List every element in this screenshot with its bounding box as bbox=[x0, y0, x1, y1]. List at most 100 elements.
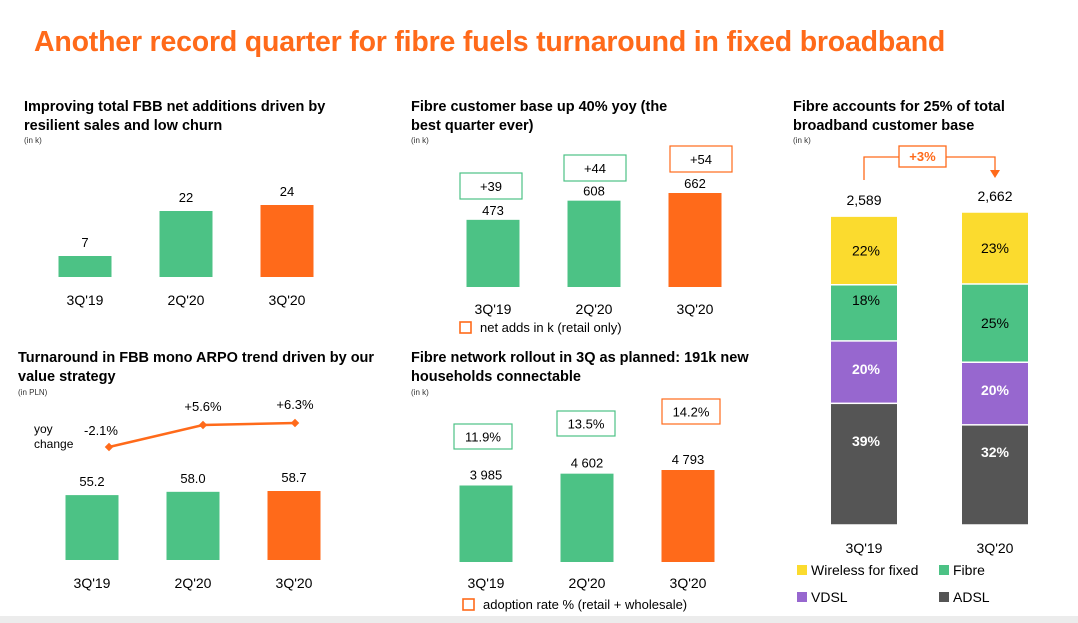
stacked-segment-fibre-1 bbox=[962, 284, 1028, 362]
category-label-arpo-0: 3Q'19 bbox=[74, 575, 111, 591]
panel-title-rollout: Fibre network rollout in 3Q as planned: … bbox=[411, 350, 749, 385]
value-label-arpo-2: 58.7 bbox=[281, 470, 306, 485]
bottom-strip bbox=[0, 616, 1078, 623]
panel-title-fibre-share: Fibre accounts for 25% of total broadban… bbox=[793, 99, 1005, 134]
stacked-segment-fibre-0 bbox=[831, 285, 897, 341]
annotation-label-rollout-2: 14.2% bbox=[673, 405, 710, 420]
category-label-fbb-net-adds-2: 3Q'20 bbox=[269, 292, 306, 308]
panel-unit-rollout: (in k) bbox=[411, 388, 429, 397]
yoy-change-label-2: +6.3% bbox=[276, 397, 314, 412]
category-label-arpo-1: 2Q'20 bbox=[175, 575, 212, 591]
annotation-label-fibre-customer-base-1: +44 bbox=[584, 161, 606, 176]
category-label-fibre-customer-base-2: 3Q'20 bbox=[677, 301, 714, 317]
panel-title-fbb-net-adds: Improving total FBB net additions driven… bbox=[24, 99, 326, 134]
legend-fibre-net-adds-label: net adds in k (retail only) bbox=[480, 320, 622, 335]
bar-fbb-net-adds-0 bbox=[58, 256, 112, 277]
growth-arrow-head bbox=[990, 170, 1000, 178]
legend-swatch-fibre bbox=[939, 565, 949, 575]
stacked-segment-wireless-for-fixed-1 bbox=[962, 212, 1028, 284]
segment-label-wireless-for-fixed-0: 22% bbox=[852, 242, 880, 258]
annotation-box-fibre-customer-base-2 bbox=[669, 145, 733, 173]
bar-fibre-customer-base-2 bbox=[668, 193, 722, 287]
value-label-fbb-net-adds-2: 24 bbox=[280, 184, 294, 199]
annotation-box-rollout-0 bbox=[453, 423, 513, 450]
value-label-arpo-0: 55.2 bbox=[79, 474, 104, 489]
annotation-box-fibre-customer-base-0 bbox=[459, 172, 523, 200]
stacked-segment-wireless-for-fixed-0 bbox=[831, 216, 897, 285]
legend-swatch-wireless-for-fixed bbox=[797, 565, 807, 575]
legend-adoption-rate-swatch bbox=[462, 598, 475, 611]
segment-label-fibre-0: 18% bbox=[852, 292, 880, 308]
panel-title-arpo: Turnaround in FBB mono ARPO trend driven… bbox=[18, 350, 375, 385]
value-label-rollout-0: 3 985 bbox=[470, 468, 503, 483]
growth-label: +3% bbox=[909, 149, 936, 164]
bar-fbb-net-adds-2 bbox=[260, 205, 314, 277]
value-label-fbb-net-adds-0: 7 bbox=[81, 235, 88, 250]
bar-fibre-customer-base-1 bbox=[567, 200, 621, 287]
total-label-1: 2,662 bbox=[977, 188, 1012, 204]
bar-fbb-net-adds-1 bbox=[159, 211, 213, 277]
annotation-label-rollout-1: 13.5% bbox=[568, 417, 605, 432]
segment-label-adsl-0: 39% bbox=[852, 433, 881, 449]
growth-box bbox=[898, 145, 947, 168]
category-label-rollout-1: 2Q'20 bbox=[569, 575, 606, 591]
value-label-fibre-customer-base-0: 473 bbox=[482, 203, 504, 218]
annotation-label-fibre-customer-base-0: +39 bbox=[480, 179, 502, 194]
category-label-rollout-0: 3Q'19 bbox=[468, 575, 505, 591]
category-label-fbb-net-adds-0: 3Q'19 bbox=[67, 292, 104, 308]
category-label-fbb-net-adds-1: 2Q'20 bbox=[168, 292, 205, 308]
legend-swatch-vdsl bbox=[797, 592, 807, 602]
bar-arpo-0 bbox=[65, 495, 119, 560]
yoy-change-label-0: -2.1% bbox=[84, 423, 118, 438]
segment-label-fibre-1: 25% bbox=[981, 315, 1009, 331]
category-label-rollout-2: 3Q'20 bbox=[670, 575, 707, 591]
category-label-arpo-2: 3Q'20 bbox=[276, 575, 313, 591]
legend-adoption-rate-label: adoption rate % (retail + wholesale) bbox=[483, 597, 687, 612]
category-label-fibre-customer-base-1: 2Q'20 bbox=[576, 301, 613, 317]
yoy-change-label-1: +5.6% bbox=[184, 399, 222, 414]
panel-title-fibre-customer-base: Fibre customer base up 40% yoy (the best… bbox=[411, 99, 668, 134]
stacked-segment-vdsl-1 bbox=[962, 362, 1028, 425]
segment-label-vdsl-1: 20% bbox=[981, 382, 1010, 398]
annotation-label-fibre-customer-base-2: +54 bbox=[690, 152, 712, 167]
panel-unit-arpo: (in PLN) bbox=[18, 388, 48, 397]
legend-label-adsl: ADSL bbox=[953, 589, 990, 605]
panel-unit-fibre-customer-base: (in k) bbox=[411, 136, 429, 145]
legend-label-vdsl: VDSL bbox=[811, 589, 848, 605]
panel-unit-fbb-net-adds: (in k) bbox=[24, 136, 42, 145]
segment-label-adsl-1: 32% bbox=[981, 444, 1010, 460]
yoy-change-marker-1 bbox=[198, 420, 208, 430]
category-label-fibre-share-1: 3Q'20 bbox=[977, 540, 1014, 556]
yoy-change-marker-0 bbox=[104, 442, 114, 452]
stacked-segment-vdsl-0 bbox=[831, 341, 897, 403]
legend-swatch-adsl bbox=[939, 592, 949, 602]
annotation-box-rollout-2 bbox=[661, 398, 721, 425]
value-label-arpo-1: 58.0 bbox=[180, 471, 205, 486]
bar-arpo-1 bbox=[166, 491, 220, 560]
legend-fibre-net-adds-swatch bbox=[459, 321, 472, 334]
total-label-0: 2,589 bbox=[846, 192, 881, 208]
legend-label-fibre: Fibre bbox=[953, 562, 985, 578]
annotation-label-rollout-0: 11.9% bbox=[465, 430, 501, 445]
yoy-change-marker-2 bbox=[290, 418, 300, 428]
page-title: Another record quarter for fibre fuels t… bbox=[34, 26, 946, 58]
bar-fibre-customer-base-0 bbox=[466, 219, 520, 287]
panel-unit-fibre-share: (in k) bbox=[793, 136, 811, 145]
value-label-fibre-customer-base-2: 662 bbox=[684, 176, 706, 191]
value-label-rollout-1: 4 602 bbox=[571, 456, 604, 471]
bar-rollout-0 bbox=[459, 485, 513, 562]
yoy-legend-label-0: yoy bbox=[34, 422, 53, 436]
value-label-fbb-net-adds-1: 22 bbox=[179, 190, 193, 205]
annotation-box-rollout-1 bbox=[556, 410, 616, 437]
segment-label-vdsl-0: 20% bbox=[852, 361, 881, 377]
category-label-fibre-customer-base-0: 3Q'19 bbox=[475, 301, 512, 317]
value-label-fibre-customer-base-1: 608 bbox=[583, 184, 605, 199]
stacked-segment-adsl-1 bbox=[962, 425, 1028, 525]
value-label-rollout-2: 4 793 bbox=[672, 452, 705, 467]
category-label-fibre-share-0: 3Q'19 bbox=[846, 540, 883, 556]
yoy-legend-label-1: change bbox=[34, 437, 74, 451]
bar-rollout-1 bbox=[560, 473, 614, 562]
bar-arpo-2 bbox=[267, 491, 321, 560]
bar-rollout-2 bbox=[661, 470, 715, 562]
